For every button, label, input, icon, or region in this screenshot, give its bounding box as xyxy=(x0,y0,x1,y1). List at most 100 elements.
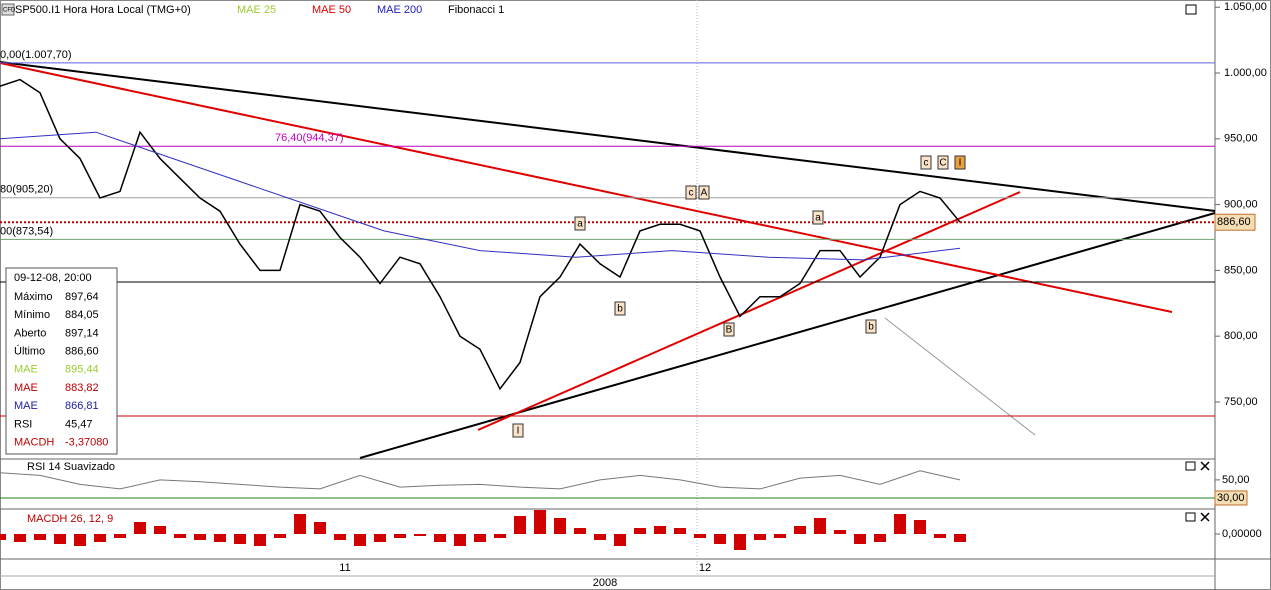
info-label: MAE xyxy=(14,382,38,394)
info-label: RSI xyxy=(14,418,32,430)
symbol[interactable]: SP500.I1 Hora Hora Local (TMG+0) xyxy=(15,4,191,16)
trend-line xyxy=(0,62,1173,313)
fib-label: 00(873,54) xyxy=(0,225,53,237)
maximize-button[interactable] xyxy=(1185,4,1197,15)
info-title: 09-12-08, 20:00 xyxy=(14,272,92,284)
indicator-label[interactable]: MAE 25 xyxy=(237,4,276,16)
wave-box xyxy=(937,155,949,170)
year-label: 2008 xyxy=(593,577,617,589)
info-value: 897,64 xyxy=(65,291,99,303)
wave-box xyxy=(574,216,586,231)
macd-bar xyxy=(594,534,606,540)
indicator-label[interactable]: Fibonacci 1 xyxy=(448,4,504,16)
macd-bar xyxy=(554,518,566,534)
y-tick-label: 850,00 xyxy=(1224,264,1258,276)
macd-bar xyxy=(234,534,246,544)
macd-bar xyxy=(954,534,966,542)
macd-bar xyxy=(634,528,646,534)
maximize-button[interactable] xyxy=(1185,512,1196,522)
wave-label: I xyxy=(517,426,520,437)
fib-label: 0,00(1.007,70) xyxy=(0,49,72,61)
y-tick-label: 1.050,00 xyxy=(1224,1,1267,13)
wave-label: I xyxy=(959,158,962,169)
wave-box xyxy=(698,185,710,200)
macd-bar xyxy=(154,526,166,534)
info-value: 897,14 xyxy=(65,327,99,339)
wave-label: a xyxy=(815,213,821,224)
indicator-label[interactable]: MAE 200 xyxy=(377,4,422,16)
rsi-title[interactable]: RSI 14 Suavizado xyxy=(27,461,115,473)
macd-bar xyxy=(434,534,446,542)
macd-bar xyxy=(874,534,886,542)
macd-bar xyxy=(254,534,266,546)
trend-line xyxy=(359,212,1216,459)
y-tick-label: 0,00000 xyxy=(1222,528,1262,540)
moving-average xyxy=(0,131,961,261)
wave-box xyxy=(614,301,626,316)
rsi-line xyxy=(0,470,961,490)
wave-box xyxy=(954,155,966,170)
info-label: Mínimo xyxy=(14,309,50,321)
macd-bar xyxy=(354,534,366,546)
wave-box xyxy=(685,185,697,200)
info-label: Aberto xyxy=(14,327,46,339)
macd-bar xyxy=(854,534,866,544)
macd-bar xyxy=(674,528,686,534)
time-label: 11 xyxy=(339,562,350,574)
wave-label: a xyxy=(577,219,583,230)
wave-label: C xyxy=(939,158,946,169)
wave-label: b xyxy=(868,322,874,333)
macd-bar xyxy=(174,534,186,538)
wave-box xyxy=(812,210,824,225)
macd-bar xyxy=(934,534,946,538)
badge: CFD xyxy=(3,8,16,14)
macd-bar xyxy=(454,534,466,546)
wave-label: c xyxy=(924,158,929,169)
badge-box xyxy=(1,3,15,16)
trend-line xyxy=(477,191,1021,431)
info-label: MAE xyxy=(14,364,38,376)
rsi-level-box xyxy=(1214,490,1248,506)
price-line xyxy=(0,78,961,391)
wave-box xyxy=(723,322,735,337)
info-label: MACDH xyxy=(14,437,54,449)
wave-label: c xyxy=(689,188,694,199)
macd-bar xyxy=(274,534,286,538)
macd-bar xyxy=(534,510,546,534)
info-value: 45,47 xyxy=(65,418,93,430)
macd-bar xyxy=(714,534,726,544)
wave-label: A xyxy=(701,188,708,199)
macd-bar xyxy=(834,530,846,534)
macd-bar xyxy=(474,534,486,542)
rsi-level-label: 30,00 xyxy=(1217,492,1245,504)
macd-bar xyxy=(54,534,66,544)
macd-bar xyxy=(774,534,786,538)
macd-bar xyxy=(74,534,86,546)
fib-label: 76,40(944,37) xyxy=(275,132,344,144)
last-price-label: 886,60 xyxy=(1217,216,1251,228)
info-value: -3,37080 xyxy=(65,437,108,449)
macd-bar xyxy=(14,534,26,542)
close-button[interactable] xyxy=(1200,461,1210,471)
macd-bar xyxy=(414,534,426,536)
macd-bar xyxy=(654,526,666,534)
macd-bar xyxy=(294,514,306,534)
macd-bar xyxy=(694,534,706,538)
close-button[interactable] xyxy=(1200,512,1210,522)
y-tick-label: 1.000,00 xyxy=(1224,67,1267,79)
trend-line xyxy=(0,61,1216,212)
fib-label: 80(905,20) xyxy=(0,184,53,196)
info-label: Último xyxy=(14,345,45,358)
info-label: MAE xyxy=(14,400,38,412)
macd-bar xyxy=(314,522,326,534)
indicator-label[interactable]: MAE 50 xyxy=(312,4,351,16)
time-label: 12 xyxy=(699,562,711,574)
macd-bar xyxy=(394,534,406,538)
info-box xyxy=(5,267,118,455)
macd-title[interactable]: MACDH 26, 12, 9 xyxy=(27,513,113,525)
macd-bar xyxy=(374,534,386,542)
maximize-button[interactable] xyxy=(1185,461,1196,471)
macd-bar xyxy=(794,526,806,534)
y-tick-label: 900,00 xyxy=(1224,198,1258,210)
